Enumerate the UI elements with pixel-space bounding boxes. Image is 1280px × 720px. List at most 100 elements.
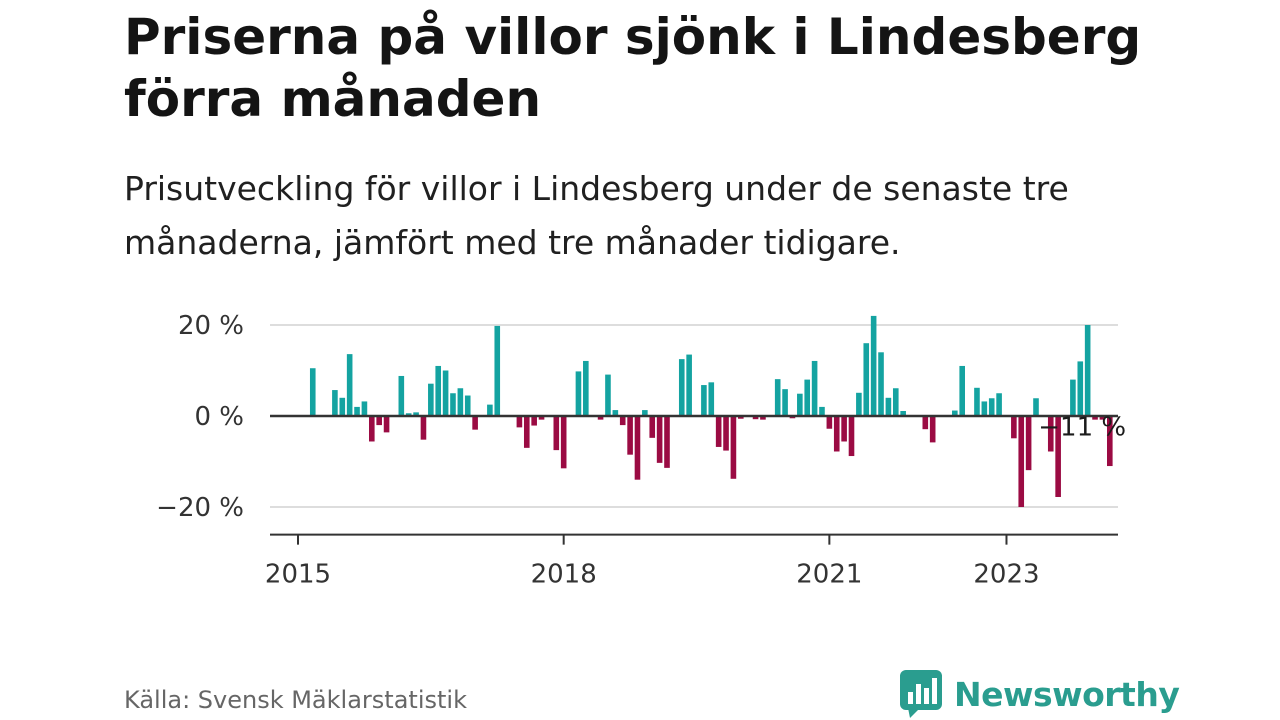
bar	[435, 365, 442, 416]
bar	[494, 325, 501, 416]
newsworthy-logo[interactable]: Newsworthy	[900, 668, 1180, 720]
bar	[420, 416, 427, 440]
bar	[656, 416, 663, 463]
bar	[715, 416, 722, 447]
y-tick-label: 0 %	[194, 402, 244, 432]
last-value-annotation: −11 %	[1038, 412, 1126, 442]
bar	[774, 379, 781, 416]
bar	[634, 416, 641, 480]
bar	[332, 390, 338, 416]
bar	[531, 416, 537, 426]
bar	[553, 416, 560, 451]
brand-name: Newsworthy	[954, 674, 1180, 714]
bar	[538, 416, 545, 420]
bar	[841, 416, 847, 442]
source-credit: Källa: Svensk Mäklarstatistik	[124, 686, 467, 714]
bar	[405, 413, 412, 416]
bar	[369, 416, 375, 442]
bar	[413, 412, 419, 416]
bar	[383, 416, 390, 433]
bar	[981, 401, 988, 416]
bar	[892, 388, 899, 416]
chart-title: Priserna på villor sjönk i Lindesberg fö…	[124, 8, 1142, 128]
bar	[900, 410, 906, 416]
bar	[752, 416, 759, 420]
bar	[811, 360, 818, 416]
bar	[929, 416, 936, 443]
x-tick-label: 2015	[265, 560, 331, 590]
bar	[339, 397, 346, 416]
axes	[270, 414, 1118, 545]
bar	[457, 388, 464, 416]
chart-subtitle: Prisutveckling för villor i Lindesberg u…	[124, 169, 1069, 262]
bar-chart: 20 % 0 % −20 % 2015 2018 2021 2023 −11 %	[156, 311, 1126, 590]
bar	[922, 416, 929, 430]
bar	[848, 416, 855, 457]
bar	[952, 410, 958, 416]
newsworthy-bar-chart-icon	[900, 670, 942, 718]
bar	[1099, 416, 1106, 420]
bar	[878, 352, 884, 416]
bar	[1018, 416, 1025, 507]
bar	[523, 416, 530, 448]
bar	[583, 360, 589, 416]
bar	[701, 385, 707, 416]
bar	[464, 395, 471, 416]
bar	[619, 416, 626, 426]
bar	[649, 416, 656, 438]
bar	[730, 416, 737, 479]
bar	[856, 392, 862, 416]
bar	[863, 343, 870, 416]
bar	[487, 404, 493, 416]
bar	[516, 416, 523, 428]
bar	[738, 416, 744, 419]
bar	[988, 398, 995, 416]
bar	[1047, 416, 1054, 452]
bar	[678, 359, 685, 416]
y-tick-label: −20 %	[156, 493, 244, 523]
bar	[760, 416, 766, 420]
bar	[398, 375, 405, 416]
x-tick-label: 2021	[796, 560, 862, 590]
bar	[450, 393, 456, 416]
bar	[560, 416, 567, 469]
tick-labels: 20 % 0 % −20 % 2015 2018 2021 2023 −11 %	[156, 311, 1126, 590]
bar	[472, 416, 478, 430]
bar	[664, 416, 670, 468]
bar	[996, 393, 1002, 416]
bar	[885, 397, 892, 416]
bar	[804, 379, 811, 416]
bar	[575, 371, 582, 416]
bar	[797, 393, 803, 416]
bar	[782, 389, 788, 416]
bar	[309, 368, 316, 416]
bar	[1033, 398, 1039, 416]
bar	[361, 401, 368, 416]
bar	[833, 416, 840, 452]
bar	[627, 416, 633, 455]
x-tick-label: 2023	[973, 560, 1039, 590]
bar	[1025, 416, 1032, 471]
bar	[597, 416, 604, 420]
bar	[819, 406, 825, 416]
bar	[1055, 416, 1061, 497]
bar	[974, 387, 980, 416]
bar	[708, 382, 715, 416]
bar	[1011, 416, 1017, 439]
bar	[1070, 379, 1076, 416]
grid-lines	[270, 324, 1118, 508]
bar	[442, 370, 449, 416]
bar	[612, 410, 619, 416]
y-tick-label: 20 %	[178, 311, 244, 341]
bar	[376, 416, 382, 426]
bar	[826, 416, 833, 429]
bar	[428, 383, 434, 416]
bar	[642, 410, 648, 416]
bar	[346, 354, 353, 416]
bar	[1107, 416, 1113, 467]
bar	[1084, 325, 1091, 416]
bar	[723, 416, 729, 451]
bar	[1077, 361, 1084, 416]
bar	[686, 354, 692, 416]
bar	[1092, 416, 1098, 420]
